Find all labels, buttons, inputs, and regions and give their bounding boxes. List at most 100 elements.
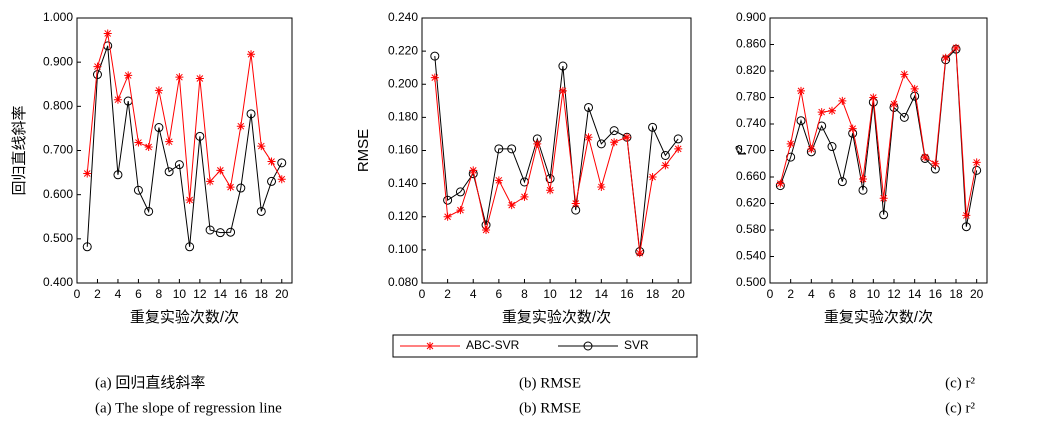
circle-marker — [443, 195, 453, 205]
x-tick-label: 6 — [496, 287, 503, 301]
star-marker — [610, 138, 619, 147]
star-marker — [267, 157, 276, 166]
x-tick-label: 16 — [929, 287, 943, 301]
star-marker — [533, 139, 542, 148]
y-tick-label: 0.140 — [388, 176, 418, 190]
x-tick-label: 18 — [949, 287, 963, 301]
circle-marker — [583, 341, 593, 351]
x-tick-label: 14 — [595, 287, 609, 301]
star-marker — [236, 122, 245, 131]
star-marker — [507, 201, 516, 210]
circle-marker — [133, 185, 143, 195]
star-marker — [482, 226, 491, 234]
circle-marker — [899, 112, 909, 122]
star-marker — [900, 70, 909, 79]
circle-marker — [507, 144, 517, 154]
legend-box — [392, 334, 698, 358]
x-tick-label: 10 — [173, 287, 187, 301]
y-tick-label: 0.500 — [736, 275, 766, 289]
star-marker — [848, 124, 857, 133]
star-marker — [879, 194, 888, 203]
y-tick-label: 0.600 — [43, 187, 73, 201]
x-tick-label: 14 — [908, 287, 922, 301]
circle-marker — [455, 187, 465, 197]
y-tick-label: 0.740 — [736, 116, 766, 130]
y-axis-label: RMSE — [355, 129, 372, 172]
circle-marker — [609, 126, 619, 136]
x-tick-label: 8 — [521, 287, 528, 301]
star-marker — [838, 96, 847, 105]
circle-marker — [673, 134, 683, 144]
star-marker — [910, 84, 919, 93]
x-tick-label: 12 — [569, 287, 583, 301]
circle-marker — [837, 177, 847, 187]
legend-label: ABC-SVR — [466, 338, 520, 352]
star-marker — [828, 106, 836, 115]
y-axis-label: 回归直线斜率 — [11, 105, 28, 195]
x-tick-label: 18 — [255, 287, 269, 301]
x-tick-label: 8 — [849, 287, 856, 301]
star-marker — [154, 86, 163, 95]
y-tick-label: 0.900 — [736, 10, 766, 24]
circle-marker — [185, 242, 195, 252]
series-line — [779, 46, 978, 216]
x-tick-label: 10 — [867, 287, 881, 301]
star-marker — [277, 175, 286, 184]
circle-marker — [256, 206, 266, 216]
x-tick-label: 0 — [419, 287, 426, 301]
caption-en: (c) r² — [945, 400, 975, 416]
x-axis-label: 重复实验次数/次 — [824, 308, 933, 326]
star-marker — [786, 139, 795, 148]
x-tick-label: 16 — [620, 287, 634, 301]
star-marker — [571, 199, 580, 208]
star-marker — [962, 211, 971, 220]
y-tick-label: 0.580 — [736, 222, 766, 236]
star-marker — [206, 177, 215, 186]
star-marker — [952, 43, 960, 52]
star-marker — [83, 169, 92, 178]
star-marker — [869, 93, 878, 102]
caption: (b) RMSE — [519, 375, 581, 391]
star-marker — [124, 71, 133, 80]
y-tick-label: 0.100 — [388, 242, 418, 256]
star-marker — [185, 195, 194, 204]
star-marker — [430, 73, 439, 82]
x-tick-label: 2 — [444, 287, 451, 301]
star-marker — [674, 144, 683, 153]
circle-marker — [154, 123, 164, 133]
star-marker — [776, 179, 785, 188]
series-line — [434, 56, 679, 252]
x-tick-label: 0 — [74, 287, 81, 301]
star-marker — [426, 342, 434, 350]
x-tick-label: 4 — [470, 287, 477, 301]
circle-marker — [277, 158, 287, 168]
circle-marker — [879, 210, 889, 220]
circle-marker — [558, 61, 568, 71]
star-marker — [247, 50, 256, 59]
star-marker — [520, 192, 529, 201]
circle-marker — [226, 227, 236, 237]
y-tick-label: 0.660 — [736, 169, 766, 183]
x-tick-label: 12 — [887, 287, 901, 301]
star-marker — [226, 183, 235, 192]
circle-marker — [961, 222, 971, 232]
x-tick-label: 18 — [646, 287, 660, 301]
star-marker — [443, 212, 452, 221]
y-tick-label: 0.820 — [736, 63, 766, 77]
x-tick-label: 10 — [543, 287, 557, 301]
circle-marker — [660, 150, 670, 160]
star-marker — [175, 73, 184, 82]
circle-marker — [648, 122, 658, 132]
star-marker — [113, 95, 122, 104]
star-marker — [661, 161, 670, 170]
star-marker — [797, 86, 805, 95]
circle-marker — [786, 152, 796, 162]
star-marker — [558, 86, 567, 95]
circle-marker — [113, 170, 123, 180]
circle-marker — [215, 228, 225, 238]
star-marker — [859, 174, 867, 183]
x-axis-label: 重复实验次数/次 — [130, 308, 239, 326]
x-tick-label: 4 — [115, 287, 122, 301]
y-tick-label: 0.620 — [736, 196, 766, 210]
y-tick-label: 0.700 — [736, 143, 766, 157]
